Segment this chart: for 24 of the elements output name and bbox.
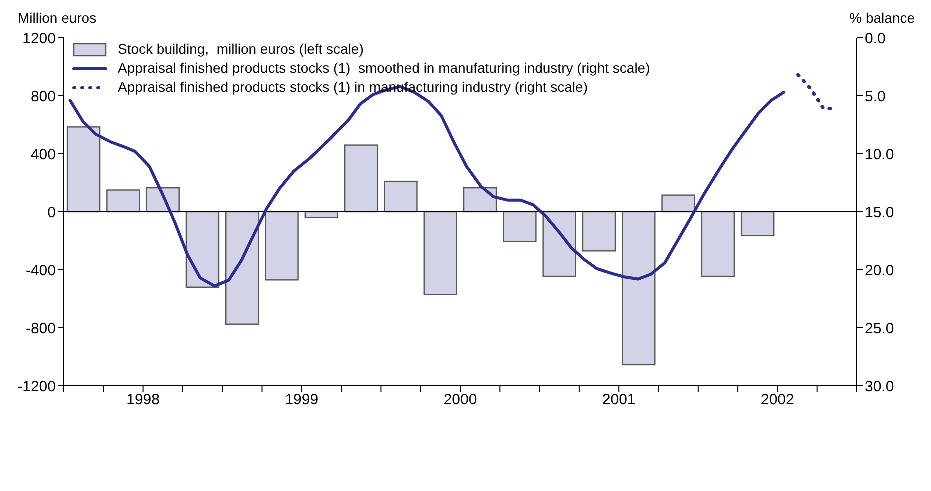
y2-tick-label: 20.0 xyxy=(865,262,894,280)
y-tick-label: -800 xyxy=(26,320,56,338)
y-tick-label: 1200 xyxy=(22,30,56,48)
y-tick-label: 0 xyxy=(48,204,56,222)
y2-tick-label: 30.0 xyxy=(865,378,894,396)
x-tick-label: 1998 xyxy=(126,392,160,409)
y2-tick-label: 25.0 xyxy=(865,320,894,338)
y-tick-label: -1200 xyxy=(18,378,56,396)
y-axis-title: Million euros xyxy=(18,10,97,26)
y2-tick-label: 0.0 xyxy=(865,30,886,48)
x-tick-label: 1999 xyxy=(285,392,319,409)
y2-axis-title: % balance xyxy=(850,10,915,26)
legend-label: Appraisal finished products stocks (1) smoothed in manufaturing industry (right scale) xyxy=(118,59,650,78)
y2-tick-label: 5.0 xyxy=(865,88,886,106)
x-tick-label: 2001 xyxy=(602,392,636,409)
y2-tick-label: 15.0 xyxy=(865,204,894,222)
legend-label: Appraisal finished products stocks (1) in manufacturing industry (right scale) xyxy=(118,78,588,97)
y-tick-label: 800 xyxy=(30,88,56,106)
y-tick-label: -400 xyxy=(26,262,56,280)
legend-label: Stock building, million euros (left scale) xyxy=(118,40,364,59)
y-tick-label: 400 xyxy=(30,146,56,164)
x-tick-label: 2002 xyxy=(761,392,794,409)
x-tick-label: 2000 xyxy=(444,392,478,409)
y2-tick-label: 10.0 xyxy=(865,146,894,164)
